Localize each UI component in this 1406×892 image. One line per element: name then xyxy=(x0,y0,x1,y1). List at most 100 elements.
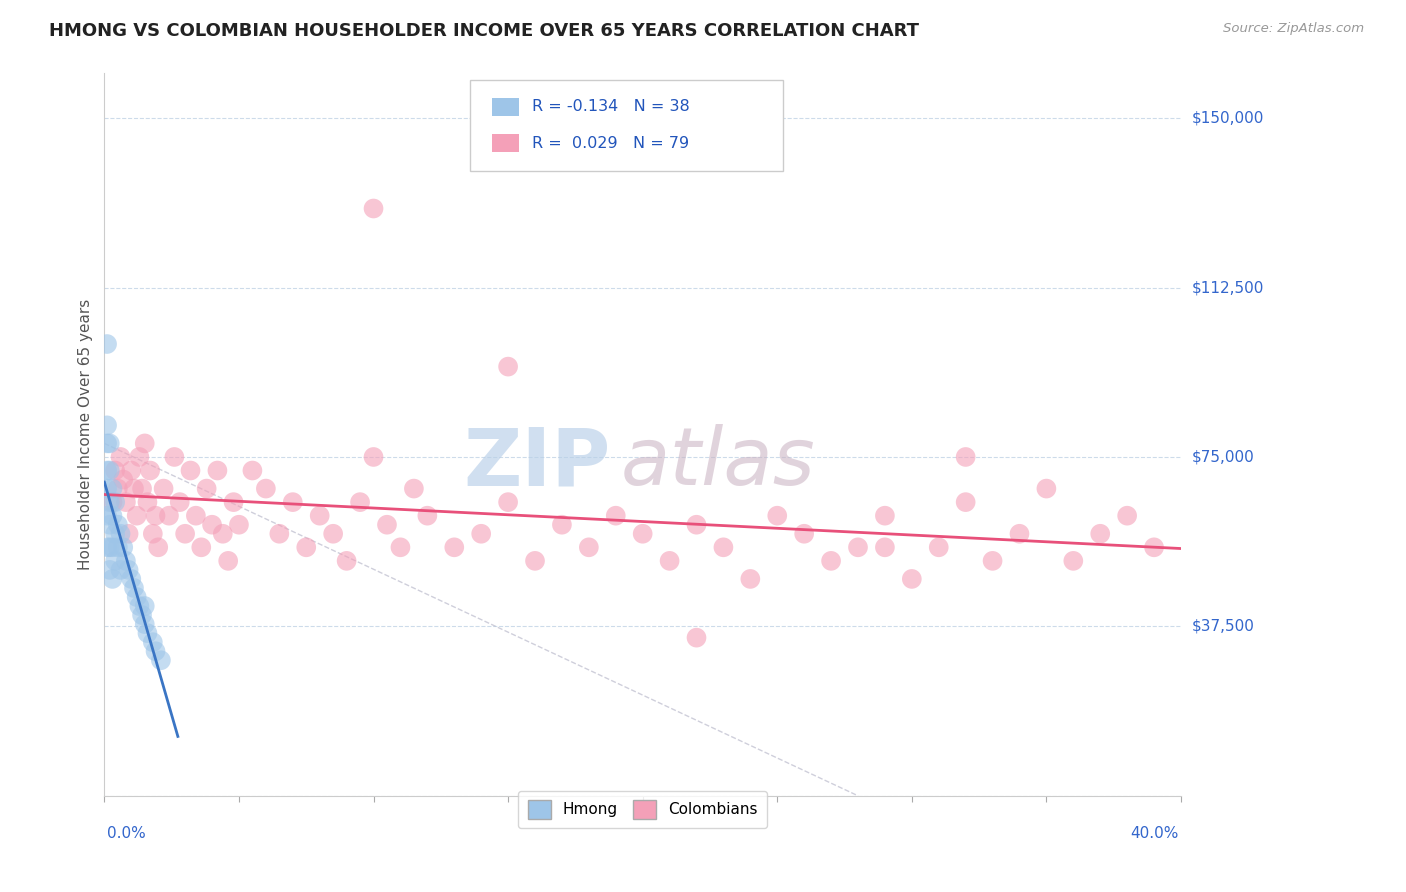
Point xyxy=(217,554,239,568)
Point xyxy=(128,599,150,613)
Point xyxy=(1143,541,1166,555)
Point xyxy=(96,436,118,450)
Point xyxy=(195,482,218,496)
Point xyxy=(470,526,492,541)
Point xyxy=(128,450,150,464)
Point xyxy=(98,436,121,450)
Point xyxy=(145,508,167,523)
Point xyxy=(96,337,118,351)
Point xyxy=(820,554,842,568)
Point xyxy=(115,495,138,509)
Point xyxy=(152,482,174,496)
Point xyxy=(1035,482,1057,496)
Point xyxy=(101,508,124,523)
Text: Source: ZipAtlas.com: Source: ZipAtlas.com xyxy=(1223,22,1364,36)
Point xyxy=(524,554,547,568)
Point xyxy=(122,482,145,496)
Point xyxy=(107,517,129,532)
Point xyxy=(134,599,156,613)
Point xyxy=(901,572,924,586)
Point xyxy=(145,644,167,658)
Point xyxy=(179,463,201,477)
Point xyxy=(416,508,439,523)
Point xyxy=(112,541,135,555)
Point xyxy=(955,495,977,509)
Text: ZIP: ZIP xyxy=(463,425,610,502)
Point xyxy=(98,463,121,477)
Point xyxy=(308,508,330,523)
Point xyxy=(578,541,600,555)
Point xyxy=(125,508,148,523)
Point xyxy=(149,653,172,667)
Point xyxy=(107,482,129,496)
Text: R = -0.134   N = 38: R = -0.134 N = 38 xyxy=(531,99,689,114)
Point xyxy=(349,495,371,509)
Point xyxy=(115,554,138,568)
Point xyxy=(104,463,127,477)
Point xyxy=(134,617,156,632)
Point xyxy=(955,450,977,464)
Point xyxy=(112,473,135,487)
Text: atlas: atlas xyxy=(621,425,815,502)
Point xyxy=(110,563,132,577)
Point xyxy=(766,508,789,523)
Point xyxy=(873,508,896,523)
Point xyxy=(96,463,118,477)
Point xyxy=(1062,554,1084,568)
Point xyxy=(605,508,627,523)
Point xyxy=(389,541,412,555)
Point xyxy=(134,436,156,450)
Point xyxy=(169,495,191,509)
Text: $150,000: $150,000 xyxy=(1192,111,1264,126)
Point xyxy=(336,554,359,568)
Point xyxy=(281,495,304,509)
Point xyxy=(110,450,132,464)
Point xyxy=(101,495,124,509)
Point xyxy=(120,572,142,586)
Point xyxy=(101,572,124,586)
Point xyxy=(1090,526,1112,541)
Point xyxy=(211,526,233,541)
Text: $112,500: $112,500 xyxy=(1192,280,1264,295)
Point xyxy=(740,572,762,586)
Point xyxy=(1116,508,1139,523)
Point xyxy=(873,541,896,555)
Point xyxy=(98,495,121,509)
Point xyxy=(101,482,124,496)
Point xyxy=(104,495,127,509)
Point xyxy=(142,526,165,541)
Point xyxy=(98,541,121,555)
Point xyxy=(242,463,264,477)
FancyBboxPatch shape xyxy=(471,80,783,170)
Point xyxy=(981,554,1004,568)
Point xyxy=(98,517,121,532)
Point xyxy=(254,482,277,496)
Point xyxy=(228,517,250,532)
Point xyxy=(658,554,681,568)
Point xyxy=(496,495,519,509)
Point xyxy=(96,541,118,555)
Point xyxy=(136,495,159,509)
Point xyxy=(122,581,145,595)
Point xyxy=(107,541,129,555)
Point xyxy=(269,526,291,541)
Point xyxy=(201,517,224,532)
Point xyxy=(222,495,245,509)
Point xyxy=(363,202,385,216)
Point xyxy=(713,541,735,555)
Text: 0.0%: 0.0% xyxy=(107,826,146,841)
Point xyxy=(322,526,344,541)
Point xyxy=(1008,526,1031,541)
Point xyxy=(207,463,229,477)
Point xyxy=(98,563,121,577)
FancyBboxPatch shape xyxy=(492,98,519,116)
Y-axis label: Householder Income Over 65 years: Householder Income Over 65 years xyxy=(79,299,93,570)
Text: 40.0%: 40.0% xyxy=(1130,826,1178,841)
Point xyxy=(131,608,153,623)
Point xyxy=(375,517,398,532)
Point xyxy=(117,563,139,577)
Point xyxy=(846,541,869,555)
Point xyxy=(496,359,519,374)
Point xyxy=(101,541,124,555)
Point xyxy=(96,482,118,496)
